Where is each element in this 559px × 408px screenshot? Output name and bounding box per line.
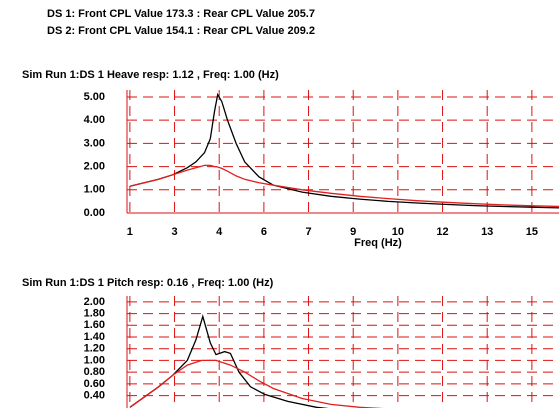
- header-line: DS 1: Front CPL Value 173.3 : Rear CPL V…: [47, 8, 315, 20]
- x-tick-label: 15: [526, 226, 538, 238]
- x-tick-label: 10: [392, 226, 404, 238]
- y-tick-label: 1.60: [84, 319, 105, 331]
- x-tick-label: 4: [216, 226, 223, 238]
- y-tick-label: 0.40: [84, 389, 105, 401]
- y-tick-label: 1.00: [84, 184, 105, 196]
- chart-title: Sim Run 1:DS 1 Pitch resp: 0.16 , Freq: …: [22, 277, 274, 289]
- x-tick-label: 12: [436, 226, 448, 238]
- x-axis-label: Freq (Hz): [354, 237, 402, 249]
- x-tick-label: 3: [171, 226, 177, 238]
- y-tick-label: 0.80: [84, 366, 105, 378]
- y-tick-label: 2.00: [84, 296, 105, 308]
- y-tick-label: 1.80: [84, 307, 105, 319]
- y-tick-label: 1.00: [84, 354, 105, 366]
- y-tick-label: 2.00: [84, 160, 105, 172]
- curve: [129, 164, 559, 208]
- x-tick-label: 9: [350, 226, 356, 238]
- x-tick-label: 13: [481, 226, 493, 238]
- x-tick-label: 1: [127, 226, 133, 238]
- y-tick-label: 1.40: [84, 331, 105, 343]
- chart-title: Sim Run 1:DS 1 Heave resp: 1.12 , Freq: …: [22, 69, 279, 81]
- curve: [129, 314, 329, 408]
- x-tick-label: 7: [305, 226, 311, 238]
- x-tick-label: 6: [261, 226, 267, 238]
- y-tick-label: 0.60: [84, 378, 105, 390]
- y-tick-label: 1.20: [84, 343, 105, 355]
- y-tick-label: 5.00: [84, 91, 105, 103]
- header-line: DS 2: Front CPL Value 154.1 : Rear CPL V…: [47, 25, 315, 37]
- curve: [129, 92, 559, 209]
- curve: [129, 359, 385, 408]
- y-tick-label: 4.00: [84, 114, 105, 126]
- y-tick-label: 0.00: [84, 207, 105, 219]
- y-tick-label: 3.00: [84, 137, 105, 149]
